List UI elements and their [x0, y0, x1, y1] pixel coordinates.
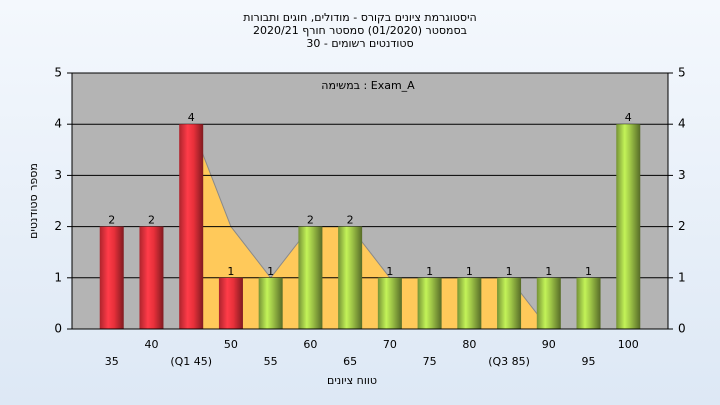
- x-tick-label: 55: [264, 355, 278, 368]
- bar: [576, 277, 601, 329]
- bar: [139, 226, 164, 329]
- data-label: 1: [386, 265, 393, 278]
- x-tick-label: 100: [618, 338, 639, 351]
- y2-tick-label: 3: [678, 168, 686, 182]
- bar: [179, 124, 204, 329]
- bar: [457, 277, 482, 329]
- bar: [258, 277, 283, 329]
- y2-tick-label: 4: [678, 117, 686, 131]
- data-label: 2: [307, 214, 314, 227]
- x-tick-label: (Q3 85): [488, 355, 530, 368]
- annotation: במשימה : Exam_A: [321, 79, 415, 92]
- x-tick-label: (Q1 45): [170, 355, 212, 368]
- bar: [536, 277, 561, 329]
- data-label: 1: [267, 265, 274, 278]
- chart-title: היסטוגרמת ציונים בקורס - מודולים, חוגים …: [243, 11, 476, 24]
- x-tick-label: 90: [542, 338, 556, 351]
- data-label: 1: [585, 265, 592, 278]
- y-tick-label: 3: [54, 168, 62, 182]
- bar: [616, 124, 641, 329]
- data-label: 2: [108, 214, 115, 227]
- y2-tick-label: 2: [678, 219, 686, 233]
- x-tick-label: 35: [105, 355, 119, 368]
- y-tick-label: 0: [54, 322, 62, 336]
- x-tick-label: 95: [582, 355, 596, 368]
- x-axis-label: טווח ציונים: [327, 374, 377, 387]
- data-label: 1: [506, 265, 513, 278]
- data-label: 1: [426, 265, 433, 278]
- data-label: 1: [227, 265, 234, 278]
- x-tick-label: 70: [383, 338, 397, 351]
- data-label: 2: [148, 214, 155, 227]
- x-tick-label: 60: [303, 338, 317, 351]
- y2-tick-label: 0: [678, 322, 686, 336]
- bar: [377, 277, 402, 329]
- bar: [218, 277, 243, 329]
- x-tick-label: 40: [144, 338, 158, 351]
- x-tick-label: 65: [343, 355, 357, 368]
- data-label: 1: [466, 265, 473, 278]
- data-label: 4: [625, 111, 632, 124]
- y-tick-label: 1: [54, 270, 62, 284]
- bar: [338, 226, 363, 329]
- bar: [497, 277, 522, 329]
- chart-subtitle: סטודנטים רשומים - 30: [306, 37, 413, 50]
- plot-border: [71, 72, 669, 330]
- bar: [99, 226, 124, 329]
- data-label: 1: [545, 265, 552, 278]
- x-tick-label: 75: [423, 355, 437, 368]
- data-label: 4: [188, 111, 195, 124]
- data-label: 2: [347, 214, 354, 227]
- y2-tick-label: 5: [678, 66, 686, 80]
- y2-tick-label: 1: [678, 270, 686, 284]
- y-tick-label: 2: [54, 219, 62, 233]
- y-tick-label: 4: [54, 117, 62, 131]
- bar: [417, 277, 442, 329]
- x-tick-label: 50: [224, 338, 238, 351]
- bar: [298, 226, 323, 329]
- chart-subtitle: בסמסטר (01/2020) סמסטר חורף 2020/21: [253, 24, 467, 37]
- y-tick-label: 5: [54, 66, 62, 80]
- x-tick-label: 80: [462, 338, 476, 351]
- y-axis-label: מספר סטודנטים: [27, 163, 40, 239]
